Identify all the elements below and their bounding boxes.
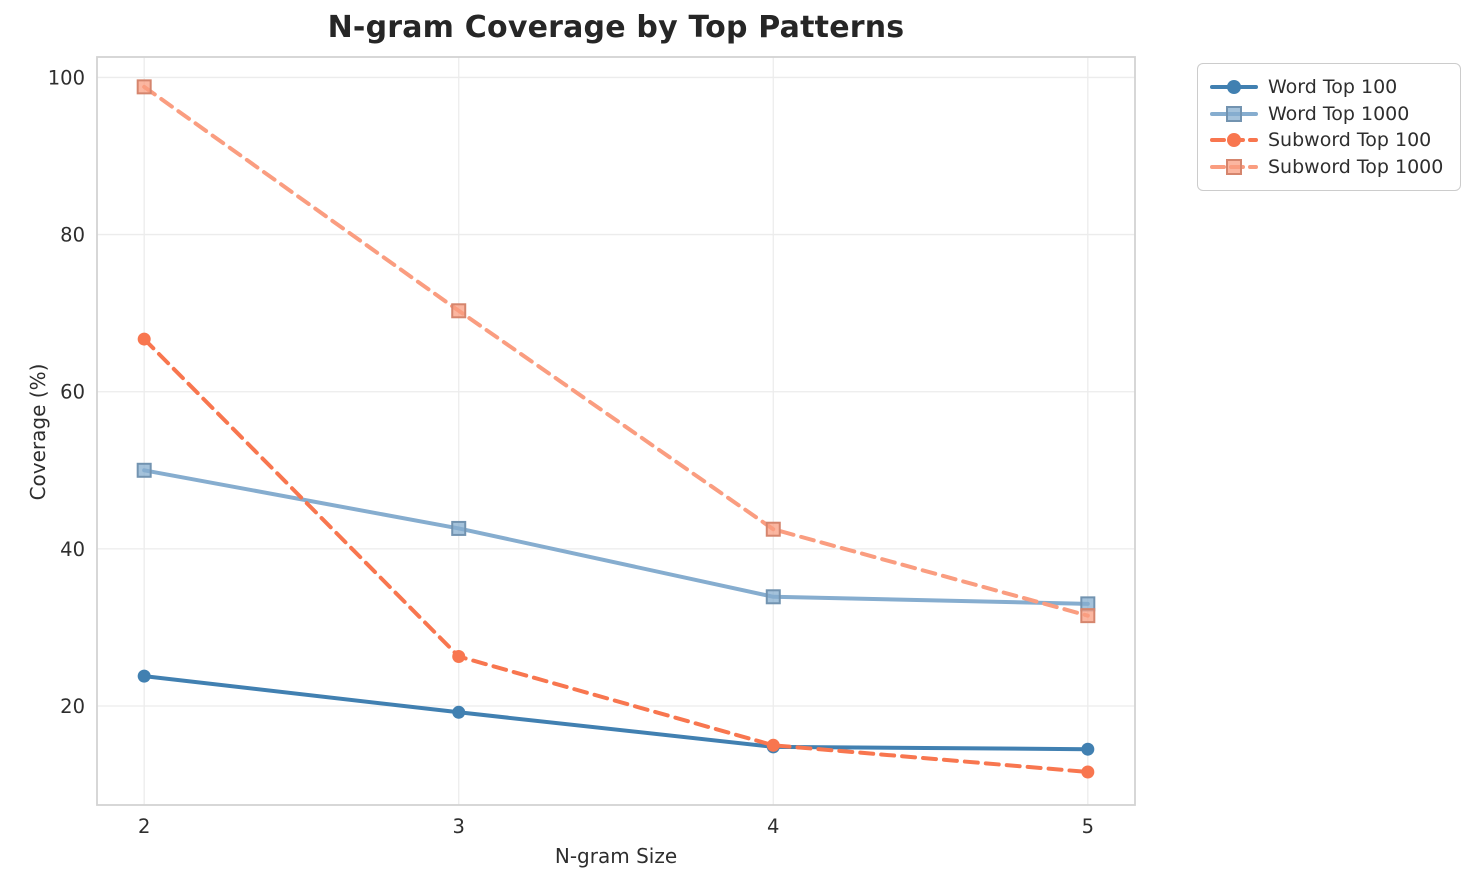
series-line-subword-top-100 bbox=[142, 337, 1090, 774]
x-tick-label-2: 2 bbox=[138, 815, 150, 838]
x-tick-label-5: 5 bbox=[1082, 815, 1094, 838]
marker-subword-top-1000-x5 bbox=[1080, 608, 1096, 624]
legend-item-word-top-100: Word Top 100 bbox=[1210, 74, 1448, 100]
legend-item-subword-top-1000: Subword Top 1000 bbox=[1210, 154, 1448, 180]
y-axis-label: Coverage (%) bbox=[26, 363, 50, 501]
square-marker-icon bbox=[1226, 158, 1242, 175]
marker-word-top-1000-x2 bbox=[136, 462, 152, 478]
y-tick-label-40: 40 bbox=[60, 538, 85, 561]
marker-subword-top-1000-x3 bbox=[451, 303, 467, 319]
y-tick-label-80: 80 bbox=[60, 224, 85, 247]
square-marker-icon bbox=[1226, 105, 1242, 122]
marker-word-top-100-x2 bbox=[137, 669, 151, 683]
y-tick-label-20: 20 bbox=[60, 695, 85, 718]
marker-subword-top-1000-x2 bbox=[136, 79, 152, 95]
marker-word-top-100-x3 bbox=[452, 705, 466, 719]
legend-swatch-subword-top-1000 bbox=[1210, 158, 1258, 175]
marker-subword-top-100-x4 bbox=[766, 738, 780, 752]
marker-word-top-100-x5 bbox=[1081, 742, 1095, 756]
legend-swatch-word-top-1000 bbox=[1210, 105, 1258, 122]
legend-item-subword-top-100: Subword Top 100 bbox=[1210, 127, 1448, 153]
legend-label-word-top-1000: Word Top 1000 bbox=[1268, 102, 1410, 125]
legend-swatch-word-top-100 bbox=[1210, 80, 1258, 94]
marker-subword-top-100-x2 bbox=[137, 332, 151, 346]
x-tick-label-3: 3 bbox=[453, 815, 465, 838]
marker-subword-top-1000-x4 bbox=[765, 521, 781, 537]
axes-spines bbox=[96, 56, 1136, 806]
legend-label-word-top-100: Word Top 100 bbox=[1268, 76, 1398, 98]
marker-subword-top-100-x3 bbox=[452, 650, 466, 663]
legend: Word Top 100 Word Top 1000 Subword Top 100… bbox=[1197, 63, 1461, 191]
legend-item-word-top-1000: Word Top 1000 bbox=[1210, 101, 1448, 127]
circle-marker-icon bbox=[1227, 133, 1241, 148]
x-tick-label-4: 4 bbox=[767, 815, 779, 838]
marker-word-top-1000-x4 bbox=[765, 589, 781, 605]
marker-subword-top-100-x5 bbox=[1081, 765, 1095, 779]
x-axis-label: N-gram Size bbox=[554, 844, 678, 868]
circle-marker-icon bbox=[1227, 80, 1241, 94]
legend-label-subword-top-1000: Subword Top 1000 bbox=[1268, 155, 1444, 178]
series-line-subword-top-1000 bbox=[142, 84, 1090, 618]
series-line-word-top-100 bbox=[142, 674, 1090, 752]
chart-title: N-gram Coverage by Top Patterns bbox=[327, 10, 905, 45]
legend-label-subword-top-100: Subword Top 100 bbox=[1268, 129, 1432, 152]
legend-swatch-subword-top-100 bbox=[1210, 133, 1258, 148]
plot-area bbox=[97, 57, 1135, 805]
y-tick-label-100: 100 bbox=[48, 66, 85, 89]
y-tick-label-60: 60 bbox=[60, 381, 85, 404]
marker-word-top-1000-x3 bbox=[451, 520, 467, 536]
